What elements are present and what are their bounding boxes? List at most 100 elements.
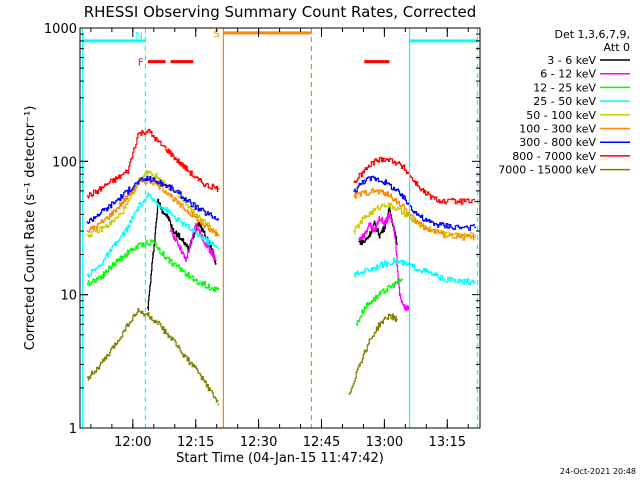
data-point (433, 274, 436, 277)
data-point (197, 371, 200, 374)
data-point (109, 266, 112, 269)
data-point (403, 167, 406, 170)
data-point (353, 190, 356, 192)
data-point (388, 208, 391, 210)
data-point (443, 234, 446, 236)
data-point (358, 363, 361, 366)
x-axis: 12:00 12:15 12:30 12:45 13:00 13:15 (90, 28, 469, 450)
data-point (167, 192, 170, 194)
data-point (358, 240, 361, 243)
data-point (157, 140, 159, 143)
data-point (96, 224, 99, 227)
data-point (86, 221, 89, 224)
data-point (443, 224, 446, 227)
data-point (167, 216, 170, 219)
data-point (363, 270, 366, 273)
data-point (96, 266, 99, 269)
x-tick-label: 12:15 (177, 435, 214, 450)
data-point (378, 234, 381, 236)
data-point (124, 253, 127, 256)
data-point (167, 210, 170, 213)
data-point (423, 226, 426, 229)
data-point (167, 333, 170, 336)
data-point (147, 195, 149, 197)
legend-item: 6 - 12 keV (540, 68, 630, 81)
data-point (172, 263, 175, 265)
data-point (147, 129, 149, 132)
x-tick-label: 13:00 (366, 435, 403, 450)
data-point (126, 226, 129, 229)
legend-label: 25 - 50 keV (533, 95, 596, 108)
data-point (177, 160, 180, 163)
data-point (157, 184, 159, 187)
data-point (383, 181, 386, 183)
data-point (217, 188, 220, 190)
data-point (187, 200, 190, 203)
data-point (433, 222, 436, 225)
data-point (403, 263, 406, 265)
data-point (393, 198, 396, 201)
legend-label: 3 - 6 keV (547, 54, 596, 67)
data-point (187, 210, 190, 213)
data-point (207, 228, 210, 231)
data-point (474, 236, 476, 239)
data-point (96, 230, 99, 233)
flag-label-f: F (138, 58, 144, 69)
data-point (106, 253, 109, 256)
data-point (116, 216, 119, 219)
series-trace (170, 224, 216, 262)
data-point (373, 222, 376, 225)
chart-title: RHESSI Observing Summary Count Rates, Co… (84, 3, 477, 21)
data-point (378, 293, 381, 296)
data-point (443, 278, 446, 281)
data-point (106, 206, 109, 209)
data-point (413, 210, 416, 213)
data-point (217, 248, 220, 250)
data-point (162, 253, 164, 256)
data-point (363, 192, 366, 194)
data-point (353, 274, 356, 277)
x-tick-label: 13:15 (429, 435, 466, 450)
data-point (137, 181, 139, 183)
data-point (131, 248, 134, 250)
data-point (459, 234, 461, 236)
data-point (101, 274, 104, 277)
data-point (177, 346, 180, 349)
data-point (126, 323, 129, 326)
data-point (116, 198, 119, 201)
flag-label-n: N (135, 31, 142, 42)
data-point (363, 216, 366, 219)
series-6-12-kev (169, 212, 411, 311)
data-point (126, 195, 129, 197)
data-point (348, 393, 351, 395)
data-point (217, 403, 220, 406)
data-point (106, 224, 109, 227)
data-point (363, 179, 366, 182)
legend-item: 25 - 50 keV (533, 95, 630, 108)
data-point (474, 280, 476, 283)
data-point (147, 306, 149, 309)
data-point (386, 288, 388, 290)
data-point (86, 230, 89, 233)
data-point (152, 240, 154, 243)
data-point (116, 240, 119, 243)
data-point (137, 310, 139, 313)
series-trace (87, 308, 219, 403)
data-point (162, 210, 164, 213)
data-point (202, 230, 205, 233)
legend-label: 300 - 800 keV (519, 136, 596, 149)
data-point (353, 181, 356, 183)
series-7000-15000-kev (86, 308, 398, 406)
flag-label-s: S (213, 29, 219, 40)
data-point (187, 359, 190, 362)
data-point (378, 323, 381, 326)
data-point (152, 253, 154, 256)
data-point (393, 259, 396, 262)
data-point (182, 240, 185, 243)
data-point (106, 216, 109, 219)
data-point (403, 213, 406, 216)
data-point (177, 234, 180, 236)
data-point (137, 133, 139, 136)
legend-header: Att 0 (604, 41, 630, 54)
